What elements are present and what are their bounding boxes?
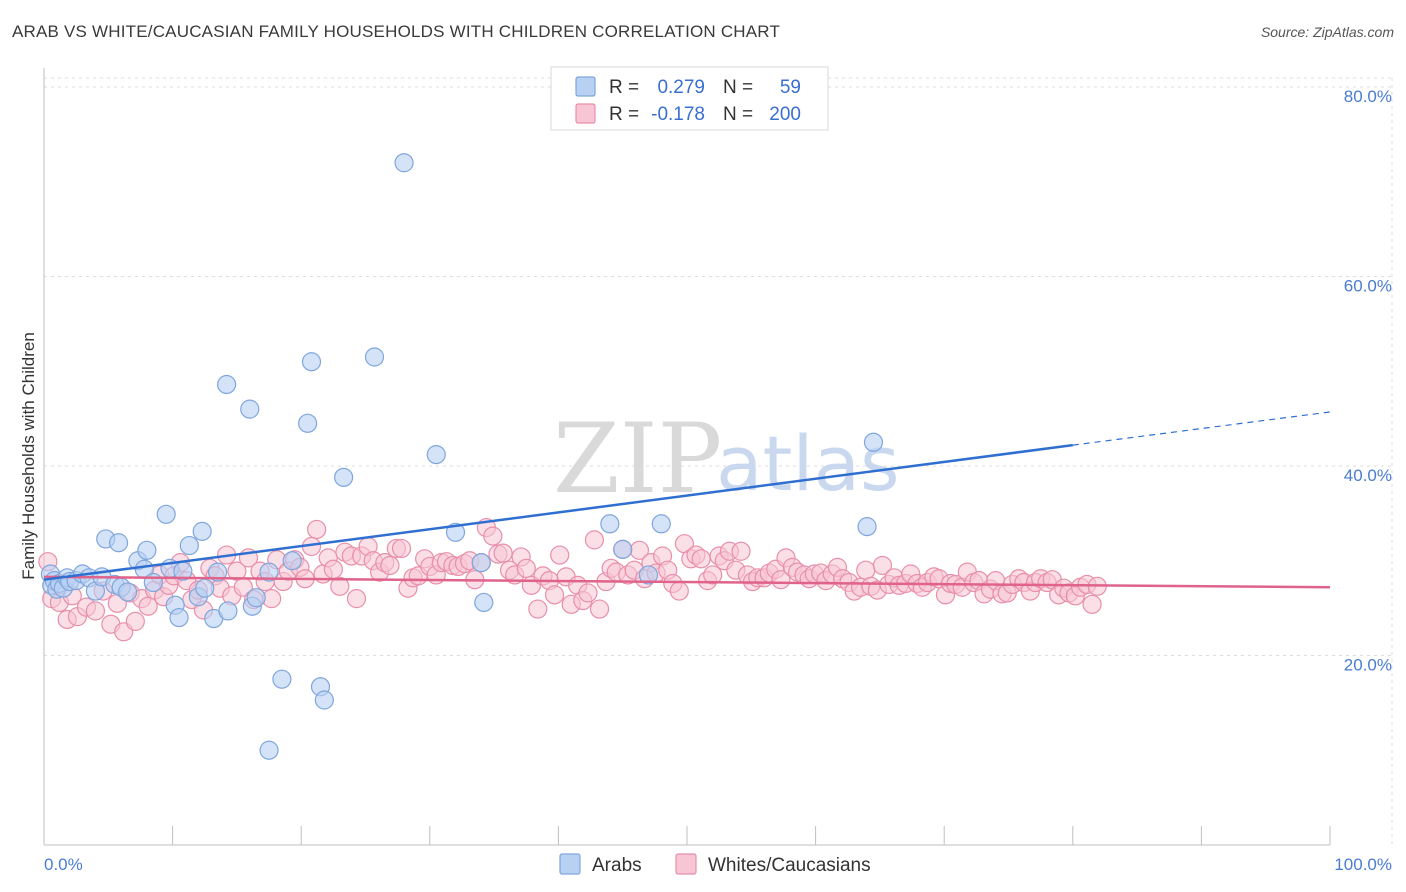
legend-n-value-arabs: 59 [780,77,801,98]
point-white [528,599,548,619]
point-white [307,519,327,540]
x-tick-label-max: 100.0% [1334,855,1392,874]
trend-lines [43,411,1331,589]
point-arab [272,669,292,689]
point-arab [334,467,354,487]
bottom-legend-swatch-whites [675,853,697,875]
point-arab [445,522,466,542]
legend-box: R = 0.279 N = 59 R = -0.178 N = 200 [550,66,829,131]
point-white [380,555,400,576]
point-white [346,589,367,609]
point-white [589,599,610,619]
point-arab [208,562,228,582]
point-arab [863,432,884,452]
legend-swatch-arabs [575,76,596,97]
axes [43,68,1331,846]
point-white [516,558,536,578]
legend-r-value-whites: -0.178 [651,104,705,125]
y-tick-label: 60.0% [1344,276,1392,295]
watermark-atlas: atlas [716,419,900,508]
point-arab [613,539,633,559]
point-arab [108,533,129,553]
point-white [872,555,893,576]
point-arab [426,445,446,465]
point-white [493,543,513,563]
trend-line-arabs [43,443,1073,581]
point-arab [651,514,671,534]
y-tick-label: 80.0% [1344,87,1392,106]
point-arab [259,740,279,760]
source-label: Source: ZipAtlas.com [1260,24,1394,40]
tick-labels: 20.0% 40.0% 60.0% 80.0% 0.0% 100.0% [44,87,1392,874]
point-arab [857,517,877,537]
series-arabs-points [40,153,884,760]
legend-n-label-arabs: N = [723,77,753,98]
point-white [731,541,751,561]
trend-line-whites [43,575,1331,589]
point-arab [218,601,238,621]
legend-r-label-arabs: R = [609,77,639,98]
point-white [483,526,503,546]
point-white [85,601,106,621]
point-arab [394,153,414,173]
point-arab [117,582,138,602]
point-arab [246,588,266,608]
legend-r-value-arabs: 0.279 [657,77,705,98]
point-white [391,538,412,559]
point-arab [298,413,318,433]
point-arab [240,399,260,419]
legend-swatch-whites [575,103,596,124]
point-white [584,530,605,550]
bottom-legend-swatch-arabs [559,853,581,875]
trend-line-arabs-extension [1072,411,1331,446]
point-white [856,560,876,580]
chart-title: ARAB VS WHITE/CAUCASIAN FAMILY HOUSEHOLD… [12,22,781,41]
point-white [550,545,570,565]
point-white [578,583,598,603]
point-arab [156,504,176,524]
y-tick-label: 40.0% [1344,466,1392,485]
point-arab [474,592,494,613]
point-arab [169,607,189,628]
legend-r-label-whites: R = [609,104,639,125]
point-arab [471,553,491,573]
legend-n-label-whites: N = [723,104,753,125]
watermark-zip: ZIP [553,403,722,515]
x-tick-label-min: 0.0% [44,855,83,874]
point-white [544,585,565,605]
point-arab [179,535,199,556]
point-arab [137,540,157,560]
point-arab [143,572,163,593]
point-arab [301,352,322,372]
point-white [138,596,158,616]
point-arab [217,374,237,395]
point-white [1082,594,1102,614]
point-white [125,611,145,631]
point-white [703,565,723,585]
y-axis-label: Family Households with Children [19,332,38,580]
point-arab [195,578,215,598]
bottom-legend-arabs: Arabs [592,855,642,876]
point-arab [192,521,212,541]
point-white [691,549,711,569]
legend-n-value-whites: 200 [769,104,801,125]
bottom-legend-whites: Whites/Caucasians [708,855,871,876]
point-arab [364,347,385,367]
point-white [771,570,791,590]
bottom-legend: Arabs Whites/Caucasians [559,853,871,876]
point-arab [600,514,620,534]
point-arab [314,690,334,710]
y-tick-label: 20.0% [1344,655,1392,674]
point-arab [638,565,659,585]
point-arab [282,551,302,571]
watermark: ZIP atlas [553,403,900,515]
point-white [323,559,343,579]
point-arab [259,562,279,582]
point-white [669,581,689,601]
point-white [330,576,350,596]
